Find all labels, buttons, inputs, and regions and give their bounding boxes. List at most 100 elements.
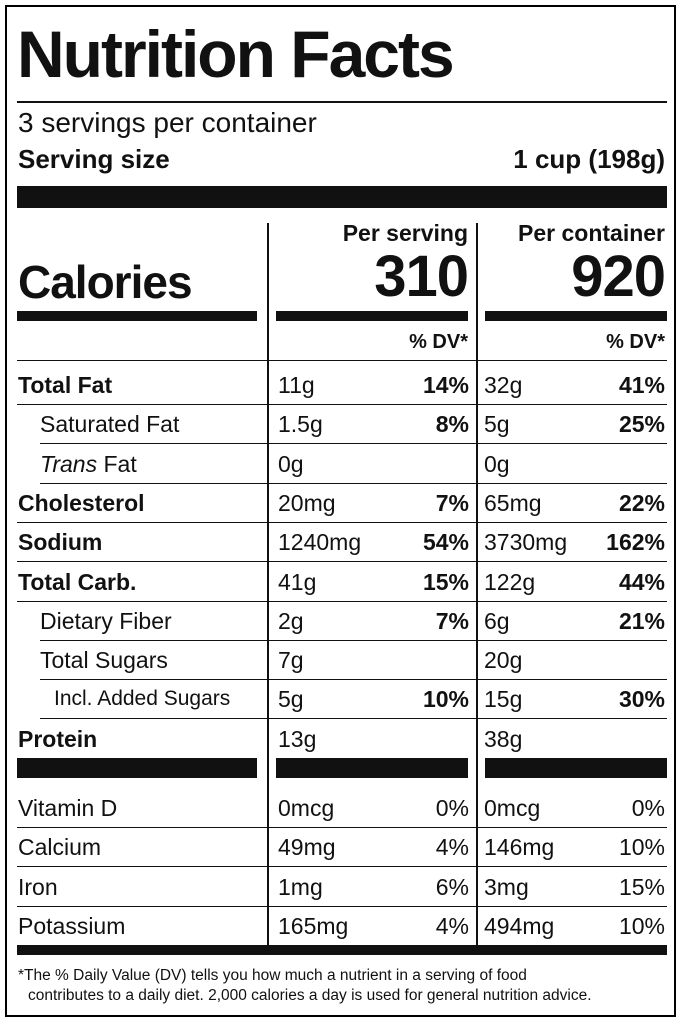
container-dv: 0%: [631, 795, 665, 821]
nutrient-row: Saturated Fat 1.5g 8% 5g 25%: [7, 405, 674, 444]
container-amount: 0mcg: [484, 795, 541, 821]
row-divider: [40, 640, 667, 641]
container-amount: 146mg: [484, 834, 555, 860]
serving-amount: 13g: [278, 726, 317, 752]
label-title: Nutrition Facts: [17, 17, 455, 91]
container-dv: 30%: [618, 686, 665, 712]
calories-per-container: 920: [571, 244, 666, 309]
row-divider: [17, 522, 667, 523]
row-divider: [17, 561, 667, 562]
footnote-line-1: *The % Daily Value (DV) tells you how mu…: [18, 967, 527, 984]
serving-amount: 0g: [278, 451, 304, 477]
row-divider: [17, 827, 667, 828]
row-divider: [17, 601, 667, 602]
vitamin-row: Vitamin D 0mcg 0% 0mcg 0%: [7, 789, 674, 828]
calories-label: Calories: [18, 256, 193, 308]
vitamin-bar-name: [17, 758, 257, 778]
serving-amount: 0mcg: [278, 795, 335, 821]
container-amount: 20g: [484, 647, 523, 673]
container-dv: 41%: [618, 372, 665, 398]
servings-per-container: 3 servings per container: [18, 107, 317, 138]
container-amount: 65mg: [484, 490, 542, 516]
row-divider: [40, 443, 667, 444]
serving-dv: 14%: [422, 372, 469, 398]
serving-amount: 1240mg: [278, 529, 362, 555]
nutrient-name: Potassium: [18, 913, 126, 939]
nutrient-name: Dietary Fiber: [40, 608, 172, 634]
calories-rule-name: [17, 311, 257, 321]
per-serving-header: Per serving: [342, 220, 468, 246]
serving-dv: 7%: [435, 490, 469, 516]
nutrient-row: Total Sugars 7g 20g: [7, 641, 674, 680]
nutrient-row: Sodium 1240mg 54% 3730mg 162%: [7, 523, 674, 562]
container-dv: 44%: [618, 569, 665, 595]
container-amount: 6g: [484, 608, 510, 634]
thick-rule-top: [17, 186, 667, 208]
container-dv: 162%: [606, 529, 665, 555]
nutrient-name-italic: Trans: [40, 451, 98, 477]
nutrient-row: Incl. Added Sugars 5g 10% 15g 30%: [7, 680, 674, 719]
serving-amount: 5g: [278, 686, 304, 712]
nutrient-name: Cholesterol: [18, 490, 145, 516]
dv-header-rule: [17, 360, 667, 361]
serving-dv: 6%: [435, 874, 469, 900]
title-rule: [17, 101, 667, 103]
nutrient-name: Total Fat: [18, 372, 113, 398]
thick-rule-bottom: [17, 945, 667, 955]
nutrient-row: Protein 13g 38g: [7, 720, 674, 759]
nutrient-row: Total Fat 11g 14% 32g 41%: [7, 366, 674, 405]
serving-size-value: 1 cup (198g): [513, 144, 665, 174]
daily-value-footnote: *The % Daily Value (DV) tells you how mu…: [18, 966, 668, 1006]
serving-dv: 8%: [435, 411, 469, 437]
serving-amount: 41g: [278, 569, 317, 595]
container-amount: 3mg: [484, 874, 529, 900]
row-divider: [17, 866, 667, 867]
column-divider-2: [476, 223, 478, 945]
nutrition-facts-label: Nutrition Facts 3 servings per container…: [5, 5, 676, 1017]
serving-amount: 1mg: [278, 874, 323, 900]
nutrient-row: Trans Fat 0g 0g: [7, 445, 674, 484]
container-amount: 494mg: [484, 913, 555, 939]
serving-dv: 4%: [435, 913, 469, 939]
serving-amount: 165mg: [278, 913, 349, 939]
serving-dv: 7%: [435, 608, 469, 634]
serving-dv: 15%: [422, 569, 469, 595]
container-amount: 0g: [484, 451, 510, 477]
serving-size-label: Serving size: [18, 144, 170, 174]
per-container-header: Per container: [518, 220, 665, 246]
serving-dv: 4%: [435, 834, 469, 860]
vitamin-bar-container: [485, 758, 667, 778]
container-amount: 32g: [484, 372, 523, 398]
dv-header-serving: % DV*: [409, 331, 468, 353]
row-divider: [40, 679, 667, 680]
container-dv: 25%: [618, 411, 665, 437]
container-dv: 22%: [618, 490, 665, 516]
calories-rule-container: [485, 311, 667, 321]
nutrient-row: Dietary Fiber 2g 7% 6g 21%: [7, 602, 674, 641]
serving-amount: 7g: [278, 647, 304, 673]
row-divider: [17, 906, 667, 907]
nutrient-name: Iron: [18, 874, 58, 900]
dv-header-container: % DV*: [606, 331, 665, 353]
serving-amount: 11g: [278, 372, 315, 398]
column-divider-1: [267, 223, 269, 945]
vitamin-row: Calcium 49mg 4% 146mg 10%: [7, 828, 674, 867]
container-dv: 10%: [618, 834, 665, 860]
row-divider: [40, 718, 667, 719]
nutrient-name: Protein: [18, 726, 98, 752]
container-dv: 10%: [618, 913, 665, 939]
nutrient-name-rest: Fat: [97, 451, 137, 477]
container-amount: 5g: [484, 411, 510, 437]
footnote-line-2: contributes to a daily diet. 2,000 calor…: [28, 987, 592, 1004]
serving-amount: 1.5g: [278, 411, 323, 437]
serving-amount: 20mg: [278, 490, 336, 516]
calories-rule-serving: [276, 311, 468, 321]
nutrient-row: Total Carb. 41g 15% 122g 44%: [7, 563, 674, 602]
nutrient-row: Cholesterol 20mg 7% 65mg 22%: [7, 484, 674, 523]
nutrient-name: Incl. Added Sugars: [54, 687, 231, 710]
serving-dv: 54%: [422, 529, 469, 555]
vitamin-bar-serving: [276, 758, 468, 778]
nutrient-name: Calcium: [18, 834, 102, 860]
row-divider: [17, 404, 667, 405]
container-amount: 3730mg: [484, 529, 568, 555]
